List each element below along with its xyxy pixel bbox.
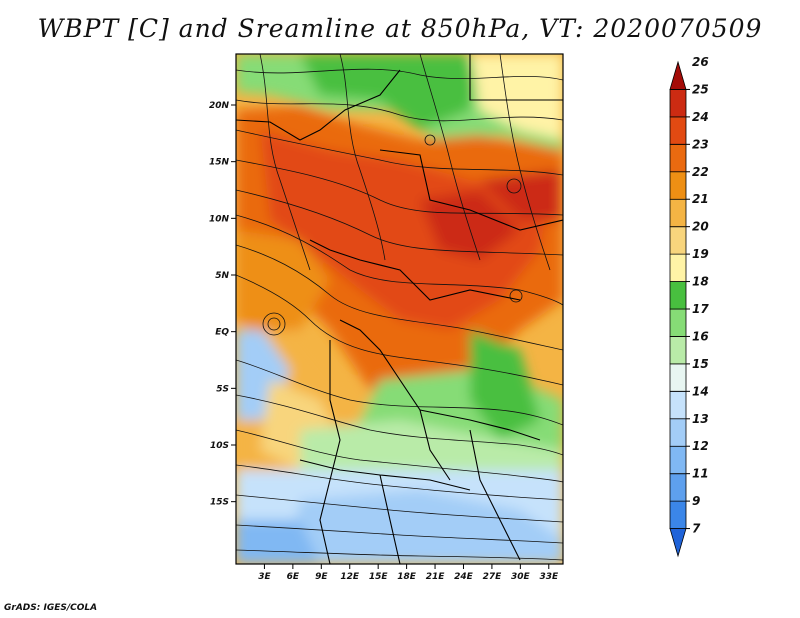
- colorbar-segment: [669, 281, 687, 310]
- colorbar-segment: [669, 60, 687, 90]
- longitude-axis: 3E 6E 9E 12E 15E 18E 21E 24E 27E 30E 33E: [258, 564, 559, 582]
- colorbar-segment: [669, 336, 687, 365]
- colorbar-segment: [669, 390, 687, 420]
- colorbar-segment: [669, 171, 687, 200]
- colorbar-label: 25: [692, 82, 709, 96]
- colorbar-segment: [669, 116, 687, 145]
- colorbar-label: 9: [692, 494, 700, 508]
- map-panel: [236, 54, 563, 564]
- lat-tick-label: 20N: [209, 101, 230, 111]
- colorbar-label: 19: [692, 247, 709, 261]
- lat-tick-label: 15S: [210, 498, 229, 508]
- latitude-axis: 20N 15N 10N 5N EQ 5S 10S 15S: [209, 101, 236, 508]
- colorbar-label: 23: [692, 137, 709, 151]
- lat-tick-label: 10S: [210, 441, 229, 451]
- lon-tick-label: 18E: [397, 572, 417, 582]
- lon-tick-label: 15E: [369, 572, 389, 582]
- colorbar-segment: [669, 226, 687, 255]
- lat-tick-label: 15N: [209, 158, 230, 168]
- grads-credit: GrADS: IGES/COLA: [4, 603, 98, 613]
- colorbar-label: 18: [692, 275, 709, 289]
- colorbar-segment: [669, 418, 687, 447]
- streamlines: [236, 54, 563, 561]
- colorbar-label: 12: [692, 439, 709, 453]
- colorbar-segment: [669, 89, 687, 118]
- lat-tick-label: 5S: [216, 384, 229, 394]
- colorbar-label: 16: [692, 329, 709, 343]
- colorbar-segment: [669, 253, 687, 282]
- lon-tick-label: 21E: [426, 572, 446, 582]
- colorbar-segment: [669, 445, 687, 475]
- lon-tick-label: 9E: [315, 572, 328, 582]
- colorbar-label: 7: [692, 522, 701, 536]
- colorbar-segment: [669, 473, 687, 502]
- lat-tick-label: 5N: [215, 271, 229, 281]
- colorbar-label: 11: [692, 467, 709, 481]
- country-borders: [236, 54, 563, 564]
- chart-title: WBPT [C] and Sreamline at 850hPa, VT: 20…: [37, 14, 763, 43]
- lon-tick-label: 33E: [539, 572, 559, 582]
- colorbar-segment: [669, 308, 687, 337]
- colorbar-segment: [669, 198, 687, 228]
- colorbar-segment: [669, 500, 687, 529]
- colorbar-label: 15: [692, 357, 709, 371]
- lon-tick-label: 30E: [511, 572, 531, 582]
- lon-tick-label: 6E: [287, 572, 300, 582]
- colorbar-label: 14: [692, 384, 709, 398]
- colorbar-label: 21: [692, 192, 709, 206]
- colorbar-label: 17: [692, 302, 709, 316]
- colorbar-label: 22: [692, 165, 709, 179]
- colorbar-label: 24: [692, 110, 709, 124]
- colorbar: 7 9 11 12 13 14 15 16 17 18 19 20 21 22 23 24 25 26: [669, 55, 709, 558]
- lat-tick-label: 10N: [209, 214, 230, 224]
- lon-tick-label: 12E: [340, 572, 360, 582]
- colorbar-segment: [669, 143, 687, 173]
- colorbar-segment: [669, 528, 687, 558]
- colorbar-segment: [669, 363, 687, 392]
- lon-tick-label: 24E: [454, 572, 474, 582]
- lon-tick-label: 27E: [483, 572, 503, 582]
- colorbar-label: 20: [692, 220, 709, 234]
- wbpt-shading: [236, 54, 563, 564]
- map-frame: [235, 53, 564, 565]
- lon-tick-label: 3E: [258, 572, 271, 582]
- colorbar-label: 13: [692, 412, 709, 426]
- colorbar-label: 26: [692, 55, 709, 69]
- lat-tick-label: EQ: [215, 328, 229, 338]
